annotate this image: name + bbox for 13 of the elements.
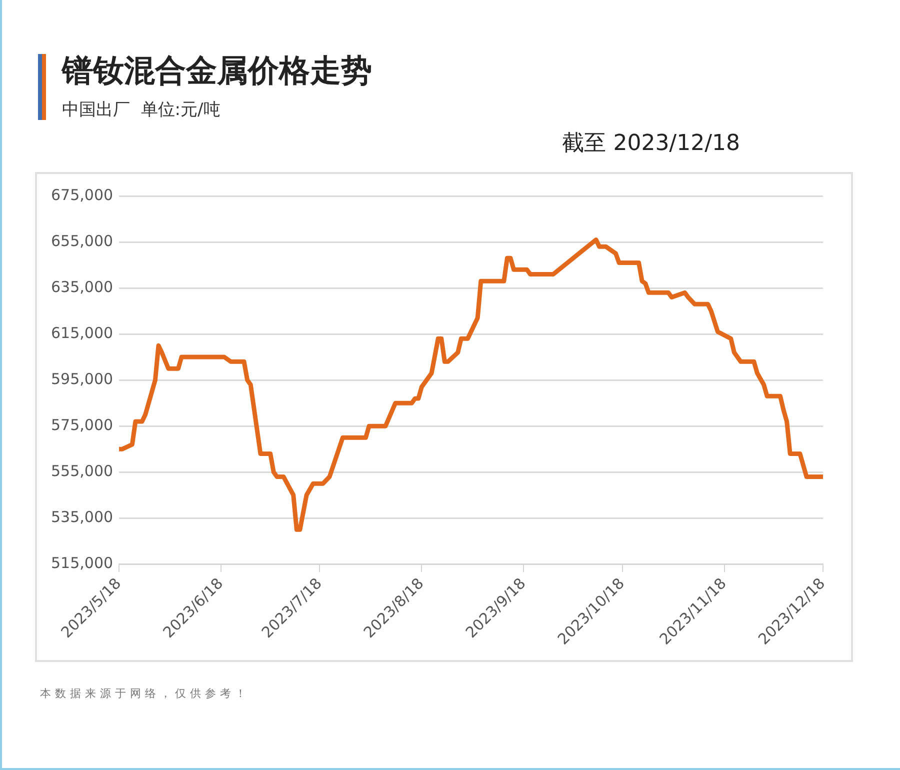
y-tick-label: 615,000 <box>51 324 114 342</box>
y-tick-label: 535,000 <box>51 508 114 526</box>
y-tick-label: 655,000 <box>51 232 114 250</box>
y-tick-label: 515,000 <box>51 554 114 572</box>
y-tick-label: 635,000 <box>51 278 114 296</box>
text: 本数据来源于网络，仅供参考！ <box>40 686 250 701</box>
chart-subtitle: 中国出厂 单位:元/吨 <box>62 99 220 121</box>
text: 截至 2023/12/18 <box>562 130 740 158</box>
chart-title: 镨钕混合金属价格走势 <box>62 52 372 91</box>
y-tick-label: 555,000 <box>51 462 114 480</box>
y-tick-label: 595,000 <box>51 370 114 388</box>
y-tick-label: 675,000 <box>51 186 114 204</box>
y-tick-label: 575,000 <box>51 416 114 434</box>
